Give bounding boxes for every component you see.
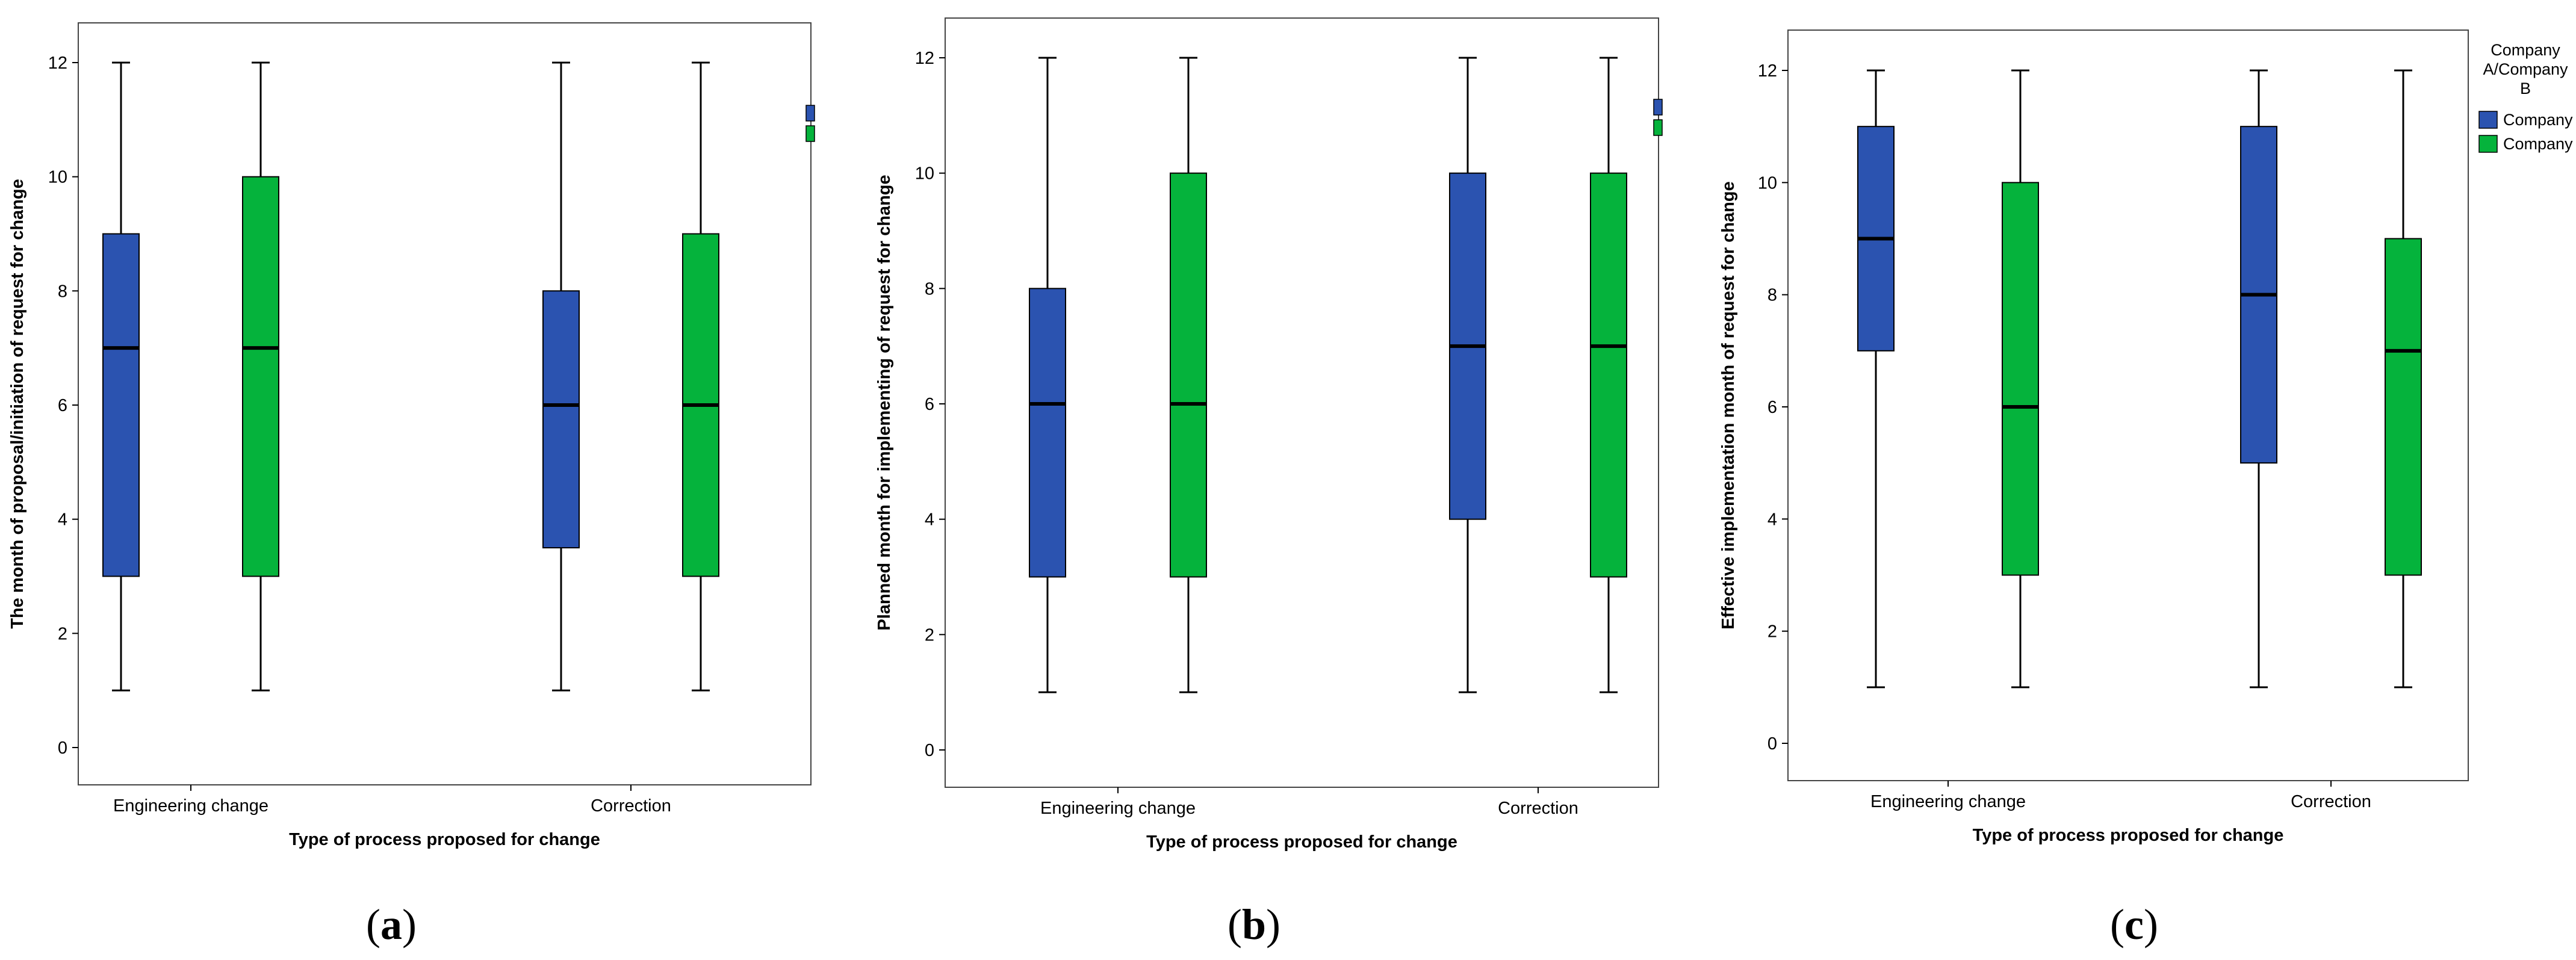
x-axis-title: Type of process proposed for change (289, 830, 600, 849)
legend-title-line: B (2520, 79, 2531, 98)
iqr-box (242, 176, 279, 577)
x-axis-title: Type of process proposed for change (1973, 826, 2284, 845)
x-axis-title: Type of process proposed for change (1146, 832, 1457, 852)
y-axis-title: Planned month for implementing of reques… (875, 175, 894, 630)
y-tick-label: 12 (1758, 61, 1777, 81)
iqr-box (1170, 172, 1207, 578)
legend-swatch-company-b (1653, 119, 1663, 136)
y-tick-label: 2 (58, 624, 67, 643)
box-company-b-1 (2385, 69, 2422, 689)
y-tick-label: 4 (58, 510, 67, 530)
x-category-label: Engineering change (113, 796, 268, 816)
x-category-label: Correction (2291, 792, 2371, 811)
box-company-b-0 (2002, 69, 2039, 689)
legend-swatch-company-b (805, 125, 815, 142)
box-company-b-0 (242, 61, 279, 692)
legend-swatch-company-a (2478, 111, 2498, 129)
y-tick-label: 4 (1768, 510, 1777, 529)
chart-panel-c: 0 2 4 6 8 10 12 Engineering change Correction Typ… (1719, 29, 2576, 949)
x-category-label: Engineering change (1870, 792, 2026, 811)
x-category-label: Engineering change (1040, 799, 1196, 818)
legend-title-line: A/Company (2483, 60, 2568, 78)
y-tick-label: 0 (1768, 734, 1777, 754)
y-tick-label: 8 (1768, 286, 1777, 305)
y-axis-title: The month of proposal/initiation of requ… (8, 179, 27, 629)
box-company-a-0 (102, 61, 140, 692)
legend-label: Company A (2503, 111, 2576, 129)
chart-panel-a: 0 2 4 6 8 10 12 Engineering change Correction Typ… (8, 22, 815, 949)
x-category-label: Correction (591, 796, 671, 816)
x-category-label: Correction (1498, 799, 1578, 818)
box-company-a-1 (2240, 69, 2277, 689)
chart-panel-b: 0 2 4 6 8 10 12 Engineering change Correction Typ… (875, 17, 1663, 949)
iqr-box (2002, 182, 2039, 576)
legend-label: Company B (2503, 135, 2576, 153)
box-company-a-1 (542, 61, 580, 692)
panel-caption: (c) (2110, 900, 2158, 949)
y-tick-label: 4 (925, 510, 934, 530)
y-tick-label: 12 (915, 49, 934, 68)
y-tick-label: 2 (1768, 622, 1777, 642)
y-tick-label: 10 (1758, 173, 1777, 193)
box-company-b-0 (1170, 57, 1207, 693)
iqr-box (542, 290, 580, 549)
box-company-a-0 (1857, 69, 1895, 689)
y-tick-label: 12 (48, 54, 67, 73)
plot-frame (1787, 29, 2469, 781)
box-company-a-1 (1449, 57, 1486, 693)
iqr-box (1029, 288, 1066, 578)
iqr-box (102, 233, 140, 577)
y-tick-label: 0 (925, 741, 934, 760)
y-tick-label: 8 (925, 279, 934, 299)
box-company-a-0 (1029, 57, 1066, 693)
y-tick-label: 6 (925, 395, 934, 414)
panel-caption: (a) (366, 900, 417, 949)
box-company-b-1 (682, 61, 719, 692)
y-axis-title: Effective implementation month of reques… (1719, 181, 1738, 629)
iqr-box (2385, 238, 2422, 576)
legend-swatch-company-a (805, 105, 815, 122)
y-tick-label: 2 (925, 625, 934, 645)
box-company-b-1 (1590, 57, 1627, 693)
panel-caption: (b) (1227, 900, 1280, 949)
legend-title-line: Company (2491, 41, 2560, 59)
legend-swatch-company-b (2478, 135, 2498, 153)
legend-swatch-company-a (1653, 99, 1663, 116)
iqr-box (1590, 172, 1627, 578)
y-tick-label: 8 (58, 282, 67, 301)
y-tick-label: 0 (58, 739, 67, 758)
y-tick-label: 6 (1768, 398, 1777, 417)
y-tick-label: 10 (915, 164, 934, 184)
y-tick-label: 6 (58, 396, 67, 415)
y-tick-label: 10 (48, 168, 67, 187)
